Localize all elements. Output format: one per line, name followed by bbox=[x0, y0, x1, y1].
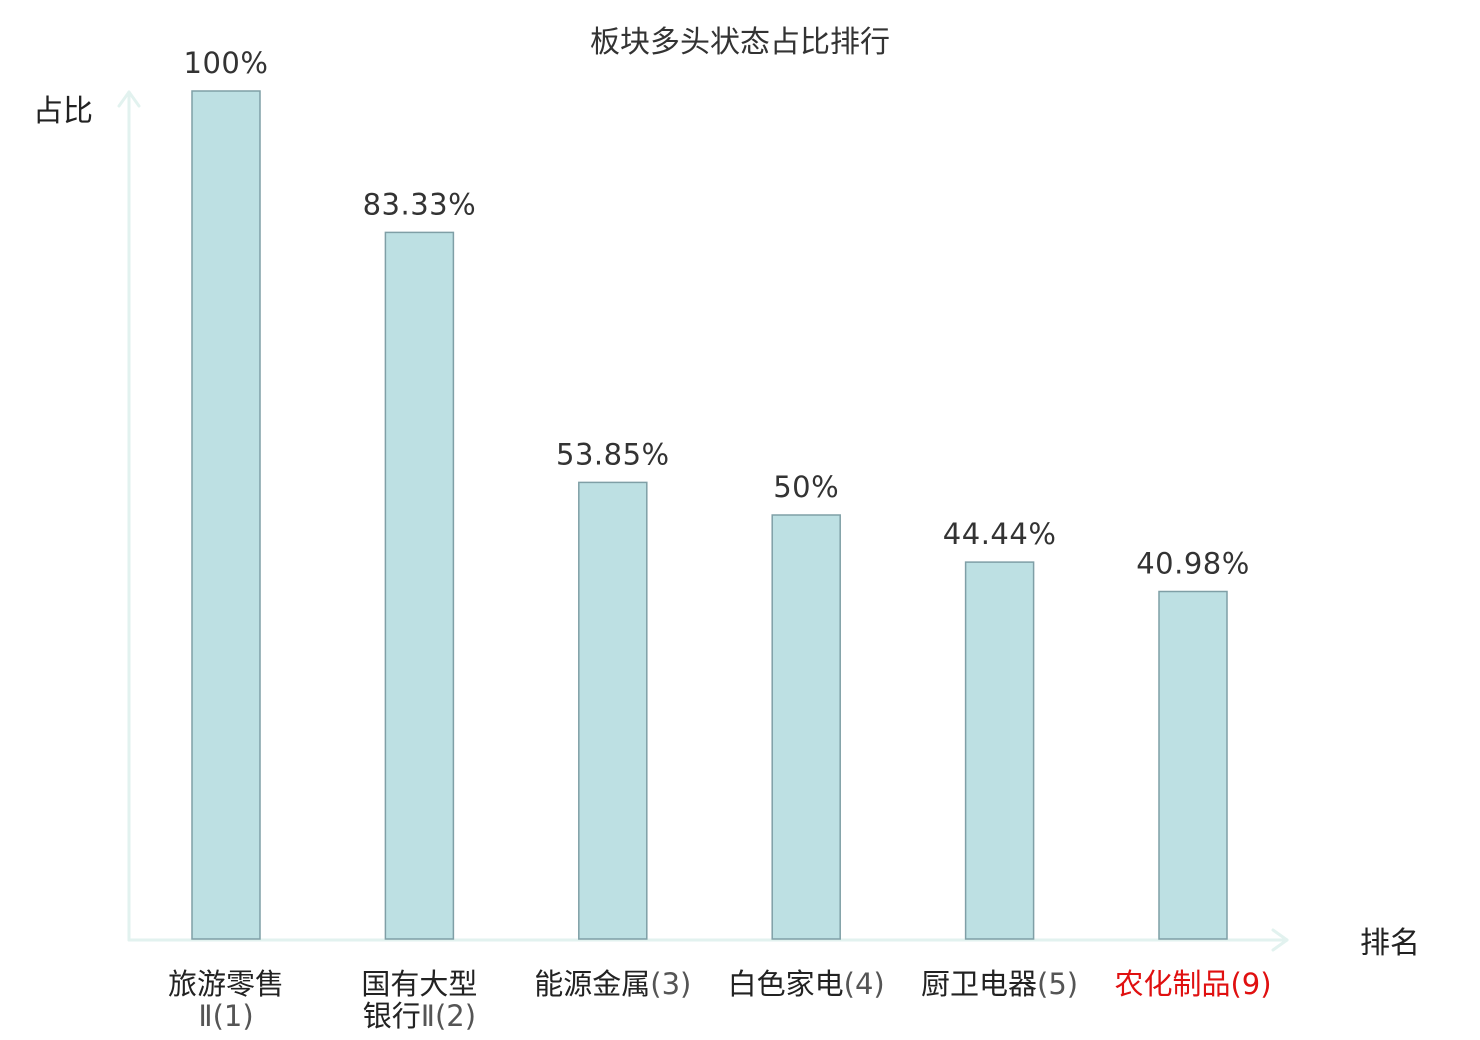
x-tick-label: 旅游零售 Ⅱ(1) bbox=[168, 967, 284, 1033]
data-label: 100% bbox=[184, 46, 269, 80]
x-tick-label: 厨卫电器(5) bbox=[921, 967, 1078, 1001]
data-label: 53.85% bbox=[556, 437, 670, 471]
y-axis-arrow bbox=[117, 90, 141, 108]
data-label: 40.98% bbox=[1136, 547, 1250, 581]
y-axis-title: 占比 bbox=[33, 94, 93, 129]
x-tick-label: 白色家电(4) bbox=[728, 967, 885, 1001]
x-axis bbox=[127, 928, 1289, 952]
x-axis-title: 排名 bbox=[1360, 926, 1420, 961]
x-tick-label: 能源金属(3) bbox=[534, 967, 691, 1001]
chart-title: 板块多头状态占比排行 bbox=[590, 25, 890, 60]
bar bbox=[771, 514, 841, 940]
bar-series bbox=[191, 90, 1228, 940]
bar bbox=[1158, 590, 1228, 940]
data-label: 50% bbox=[773, 470, 839, 504]
x-axis-arrow bbox=[1271, 928, 1289, 952]
bar bbox=[964, 561, 1035, 940]
x-tick-labels: 旅游零售 Ⅱ(1) 国有大型银行Ⅱ(2) 能源金属(3) 白色家电(4) 厨卫电器(5) 农… bbox=[168, 967, 1272, 1033]
data-labels: 100% 83.33% 53.85% 50% 44.44% 40.98% bbox=[184, 46, 1250, 581]
bar bbox=[578, 481, 648, 940]
data-label: 44.44% bbox=[943, 517, 1057, 551]
bar bbox=[384, 231, 455, 940]
x-tick-label: 农化制品(9) bbox=[1114, 967, 1271, 1001]
bar bbox=[191, 90, 261, 940]
x-tick-label: 国有大型银行Ⅱ(2) bbox=[361, 967, 477, 1033]
y-axis bbox=[117, 90, 141, 942]
data-label: 83.33% bbox=[363, 187, 477, 221]
